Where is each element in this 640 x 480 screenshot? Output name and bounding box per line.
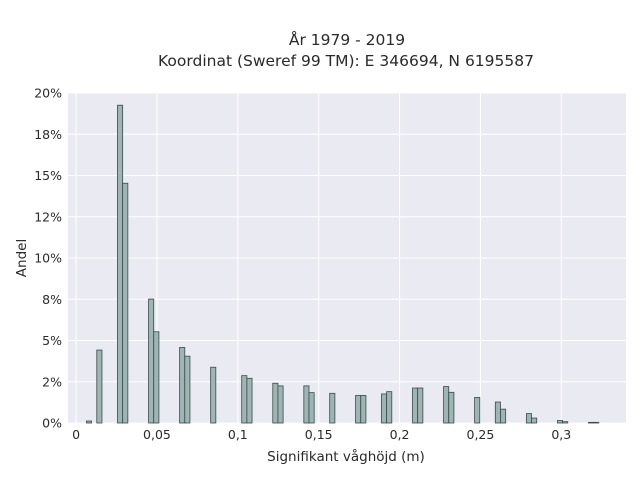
y-tick-label: 12%: [34, 209, 62, 224]
histogram-bar: [153, 331, 160, 424]
histogram-bar: [494, 401, 501, 424]
y-axis-ticks: 0% 2% 5% 8% 10% 12% 15% 18% 20%: [34, 86, 62, 431]
histogram-bar: [448, 391, 455, 424]
x-tick-label: 0,2: [390, 427, 410, 442]
x-tick-label: 0,3: [551, 427, 571, 442]
histogram-bar: [277, 385, 284, 424]
histogram-bar: [241, 375, 248, 424]
histogram-bar: [500, 408, 507, 424]
y-tick-label: 8%: [42, 292, 62, 307]
y-tick-label: 20%: [34, 86, 62, 101]
histogram-bar: [246, 377, 253, 424]
histogram-bar: [360, 395, 367, 424]
histogram-bar: [96, 349, 103, 424]
x-tick-label: 0,25: [467, 427, 495, 442]
x-axis-label: Signifikant våghöjd (m): [267, 448, 425, 465]
histogram-bar: [122, 182, 129, 424]
chart-title-line-2: Koordinat (Sweref 99 TM): E 346694, N 61…: [158, 52, 534, 70]
histogram-bar: [210, 366, 217, 424]
histogram-bar: [588, 421, 595, 424]
y-axis-label: Andel: [14, 239, 30, 277]
y-tick-label: 10%: [34, 251, 62, 266]
x-axis-ticks: 0 0,05 0,1 0,15 0,2 0,25 0,3: [72, 427, 571, 442]
histogram-bar: [308, 392, 315, 424]
histogram-bar: [148, 298, 155, 424]
histogram-bar: [417, 387, 424, 424]
x-tick-label: 0,1: [228, 427, 248, 442]
histogram-bar: [381, 393, 388, 424]
histogram-bar: [474, 397, 481, 424]
histogram-bar: [562, 421, 569, 424]
histogram-bar: [531, 417, 538, 424]
chart-title-line-1: År 1979 - 2019: [289, 30, 405, 49]
histogram-bar: [355, 395, 362, 424]
histogram-bar: [179, 347, 186, 424]
histogram-bar: [557, 420, 563, 424]
histogram-bar: [86, 420, 93, 424]
x-tick-label: 0: [72, 427, 80, 442]
histogram-bars: [86, 104, 600, 424]
histogram-bar: [412, 387, 419, 424]
histogram-bar: [117, 104, 124, 424]
y-tick-label: 15%: [34, 168, 62, 183]
histogram-bar: [593, 421, 600, 424]
y-tick-label: 2%: [42, 374, 62, 389]
histogram-bar: [525, 413, 532, 424]
y-tick-label: 0%: [42, 416, 62, 431]
x-tick-label: 0,05: [143, 427, 171, 442]
histogram-bar: [303, 385, 310, 424]
histogram-bar: [184, 355, 191, 424]
histogram-bar: [386, 391, 393, 424]
histogram-bar: [329, 392, 336, 424]
x-tick-label: 0,15: [305, 427, 333, 442]
histogram-bar: [272, 382, 279, 424]
y-tick-label: 5%: [42, 333, 62, 348]
histogram-bar: [443, 386, 450, 424]
y-tick-label: 18%: [34, 127, 62, 142]
